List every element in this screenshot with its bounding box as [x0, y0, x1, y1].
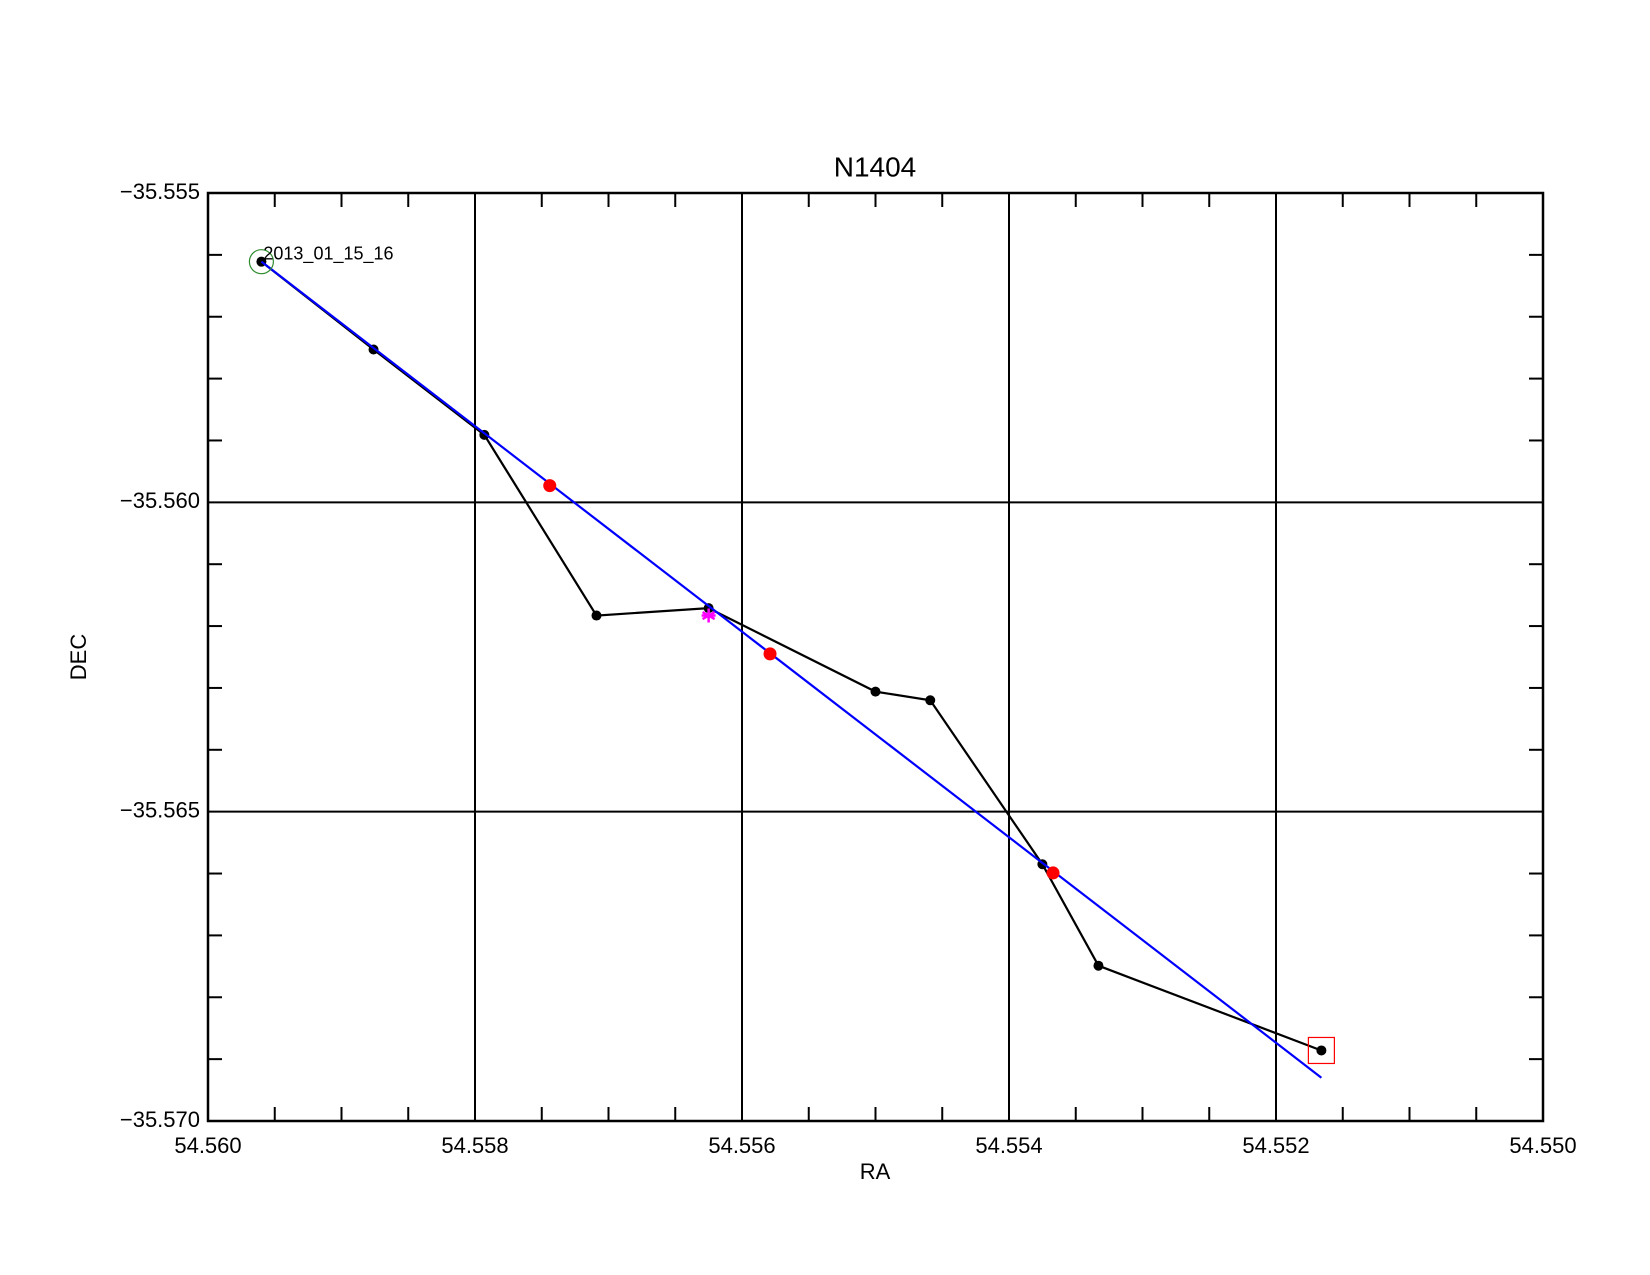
point: [1093, 960, 1104, 971]
point: [543, 479, 557, 493]
plot-frame: [206, 191, 1545, 1123]
y-tick-label: −35.570: [120, 1107, 200, 1132]
point: [1316, 1045, 1327, 1056]
chart-title: N1404: [834, 151, 917, 182]
point: [870, 686, 881, 697]
star-marker: [701, 608, 716, 623]
end-marker: [1307, 1036, 1335, 1065]
point: [1046, 866, 1060, 880]
start-marker: [248, 249, 274, 275]
y-axis-label: DEC: [66, 634, 91, 681]
point: [703, 603, 714, 614]
x-tick-label: 54.560: [174, 1133, 241, 1158]
y-tick-label: −35.555: [120, 179, 200, 204]
x-tick-label: 54.550: [1509, 1133, 1576, 1158]
x-tick-label: 54.552: [1242, 1133, 1309, 1158]
y-tick-label: −35.560: [120, 488, 200, 513]
point: [763, 647, 777, 661]
series-line: [260, 260, 1322, 1052]
x-axis-label: RA: [860, 1159, 891, 1184]
point: [925, 695, 936, 706]
annotation: 2013_01_15_16: [263, 243, 393, 264]
series-line: [260, 260, 1323, 1079]
point: [591, 610, 602, 621]
x-tick-label: 54.554: [975, 1133, 1042, 1158]
x-tick-label: 54.558: [441, 1133, 508, 1158]
y-tick-label: −35.565: [120, 797, 200, 822]
x-tick-label: 54.556: [708, 1133, 775, 1158]
